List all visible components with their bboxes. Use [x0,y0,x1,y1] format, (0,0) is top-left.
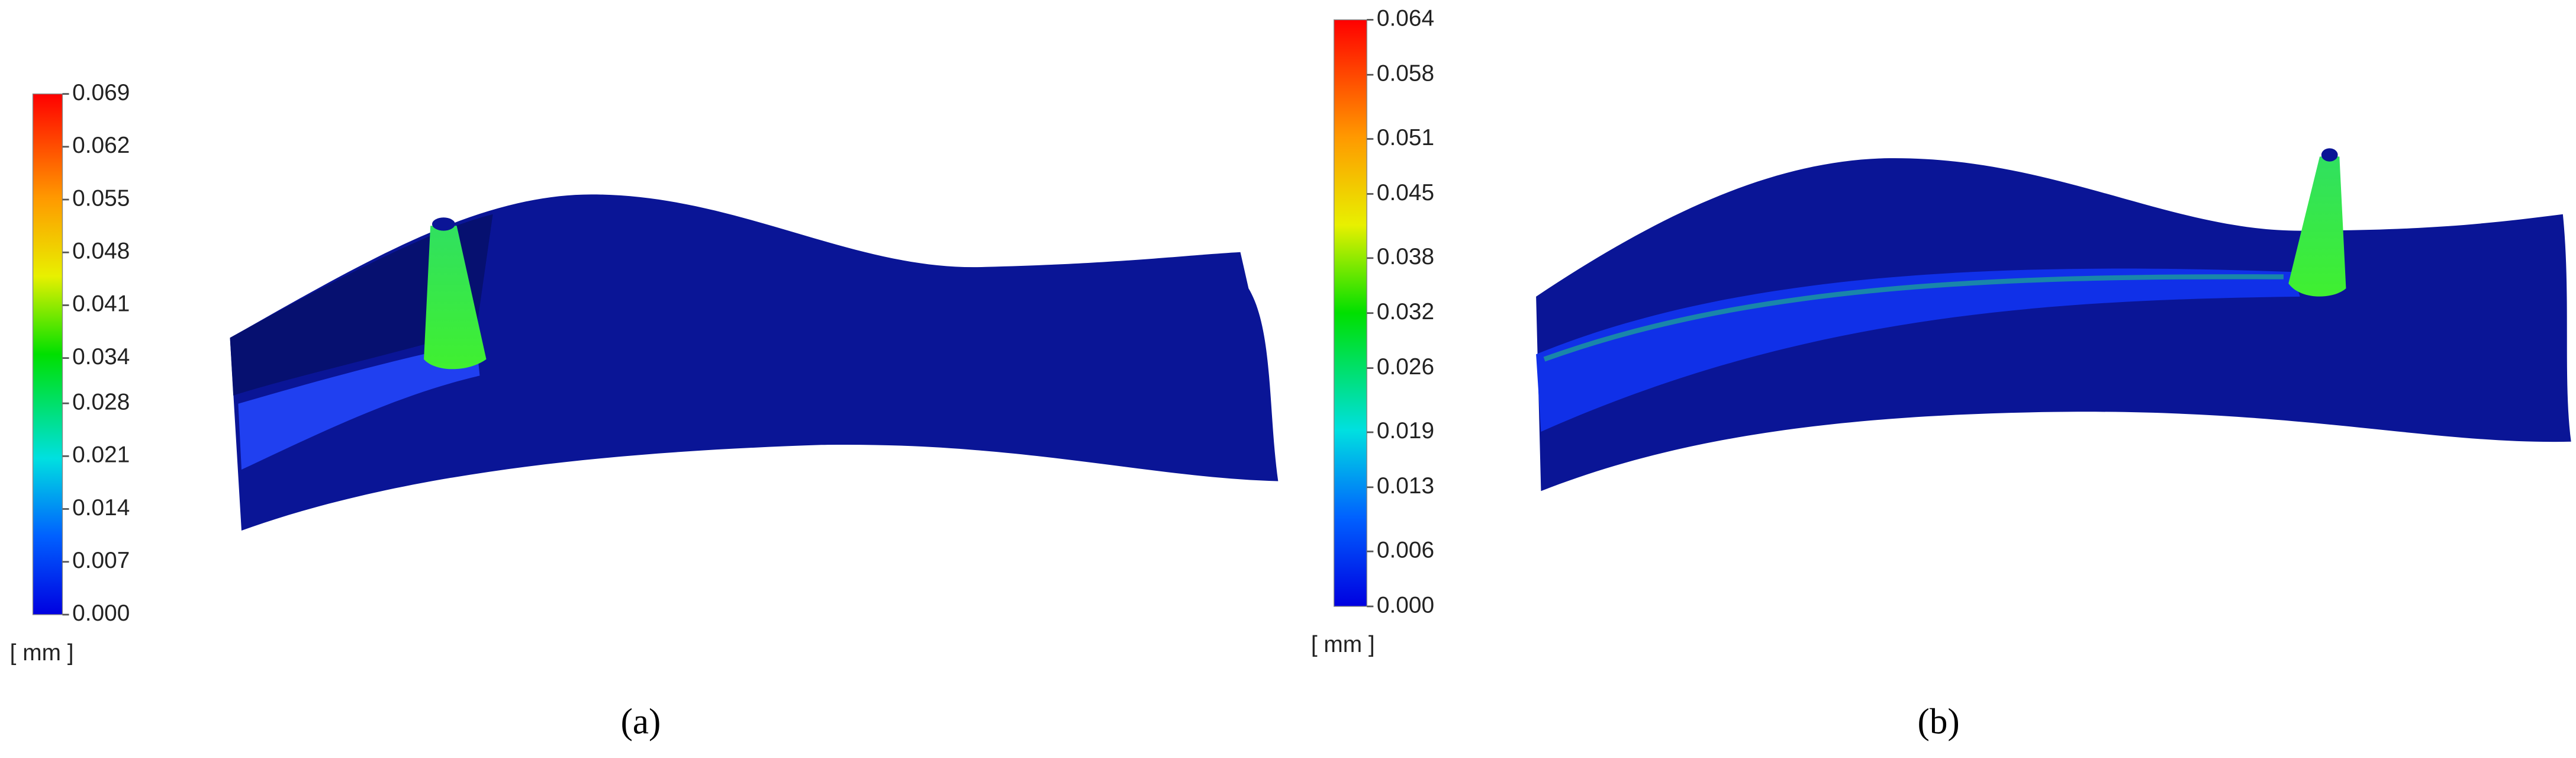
tick-label: 0.007 [72,548,130,573]
tick-label: 0.062 [72,133,130,158]
tick-label: 0.055 [72,185,130,211]
tick-label: 0.048 [72,238,130,264]
tick-label: 0.058 [1377,61,1434,86]
tick-label: 0.069 [72,80,130,105]
tick-label: 0.034 [72,344,130,370]
colorbar [32,93,63,615]
tick-label: 0.051 [1377,125,1434,150]
colorbar [1334,19,1367,607]
caption: (a) [621,702,661,741]
tick-label: 0.014 [72,495,130,521]
tick-label: 0.041 [72,291,130,317]
tick-label: 0.000 [72,600,130,626]
tick-label: 0.000 [1377,592,1434,618]
tick-label: 0.013 [1377,473,1434,499]
tick-label: 0.006 [1377,537,1434,563]
tick-label: 0.032 [1377,299,1434,325]
tick-label: 0.045 [1377,180,1434,205]
surface-a [230,194,1279,531]
surface-b [1536,148,2571,492]
tick-label: 0.038 [1377,244,1434,269]
tick-label: 0.026 [1377,354,1434,380]
tick-label: 0.021 [72,442,130,468]
unit-label: [ mm ] [10,640,74,666]
tick-label: 0.019 [1377,418,1434,444]
unit-label: [ mm ] [1311,632,1375,657]
tick-label: 0.064 [1377,6,1434,31]
colorbars: 0.000 0.007 0.014 0.021 0.028 0.034 0.041 0.048… [10,6,1960,742]
tick-label: 0.028 [72,389,130,415]
caption: (b) [1918,702,1960,741]
